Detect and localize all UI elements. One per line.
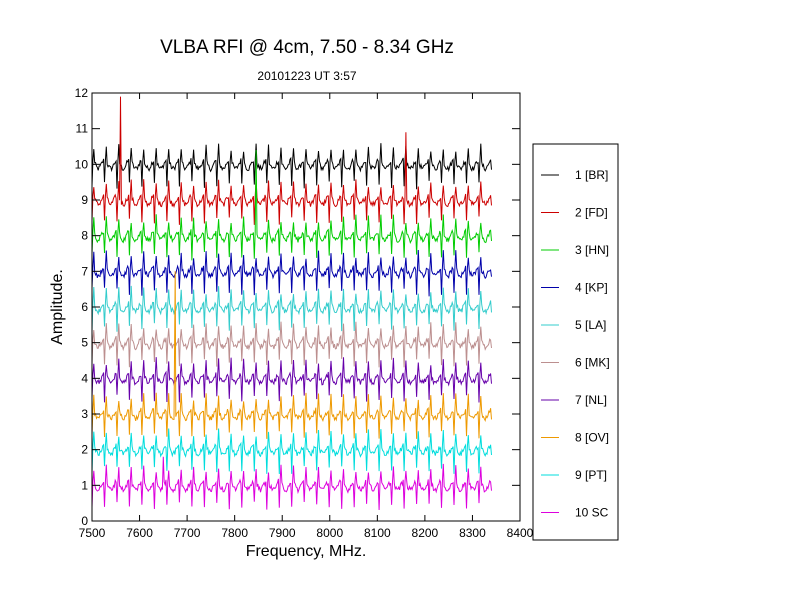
series-group [91, 96, 492, 511]
x-tick-label: 7500 [79, 526, 106, 540]
series-line [91, 456, 492, 511]
legend-label: 3 [HN] [575, 243, 609, 257]
y-tick-label: 10 [75, 157, 89, 171]
x-tick-label: 7800 [221, 526, 248, 540]
legend-label: 6 [MK] [575, 356, 610, 370]
legend-label: 10 SC [575, 506, 609, 520]
series-line [91, 143, 492, 190]
y-tick-label: 6 [81, 300, 88, 314]
legend-label: 9 [PT] [575, 468, 607, 482]
legend-label: 8 [OV] [575, 431, 609, 445]
x-tick-label: 8100 [364, 526, 391, 540]
series-line [91, 271, 492, 439]
legend-label: 7 [NL] [575, 393, 607, 407]
y-tick-label: 11 [76, 122, 89, 136]
y-tick-label: 8 [81, 229, 88, 243]
x-tick-label: 7600 [126, 526, 153, 540]
series-line [91, 428, 492, 475]
x-tick-label: 7900 [269, 526, 296, 540]
y-tick-label: 4 [81, 371, 88, 385]
series-line [91, 321, 492, 368]
legend-label: 4 [KP] [575, 281, 608, 295]
x-axis: 7500 7600 7700 7800 7900 8000 8100 8200 8300 8400 [79, 93, 534, 540]
legend: 1 [BR] 2 [FD] 3 [HN] 4 [KP] 5 [LA] 6 [MK] 7 [N… [541, 168, 610, 520]
series-line [91, 96, 492, 225]
x-tick-label: 8000 [316, 526, 343, 540]
x-tick-label: 7700 [174, 526, 201, 540]
legend-label: 5 [LA] [575, 318, 606, 332]
series-line [91, 150, 492, 261]
chart-title: VLBA RFI @ 4cm, 7.50 - 8.34 GHz [160, 37, 454, 58]
x-axis-label: Frequency, MHz. [246, 543, 367, 560]
x-tick-label: 8300 [459, 526, 486, 540]
x-tick-label: 8200 [412, 526, 439, 540]
y-axis-label: Amplitude. [49, 269, 66, 345]
legend-box [532, 143, 619, 541]
legend-label: 1 [BR] [575, 168, 608, 182]
y-tick-label: 2 [81, 443, 88, 457]
series-line [91, 357, 492, 403]
series-line [91, 249, 492, 297]
y-tick-label: 12 [75, 86, 89, 100]
y-tick-label: 0 [81, 514, 88, 528]
series-line [91, 285, 492, 332]
y-tick-label: 3 [81, 407, 88, 421]
y-tick-label: 1 [81, 478, 88, 492]
legend-label: 2 [FD] [575, 206, 608, 220]
y-tick-label: 7 [81, 264, 88, 278]
y-tick-label: 9 [81, 193, 88, 207]
x-tick-label: 8400 [507, 526, 534, 540]
y-tick-label: 5 [81, 336, 88, 350]
chart-subtitle: 20101223 UT 3:57 [257, 69, 357, 83]
